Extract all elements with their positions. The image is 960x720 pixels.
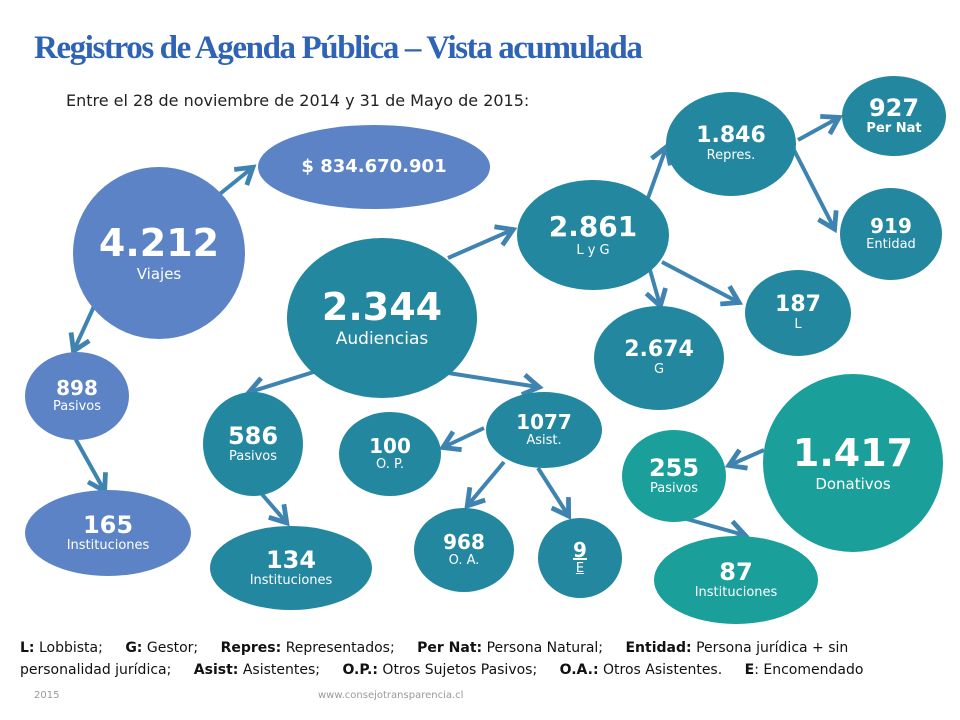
lobbista-value: 187 — [775, 292, 821, 318]
audiencias-instituciones-label: Instituciones — [249, 573, 333, 589]
arrow-lyg-gestor — [644, 269, 668, 311]
legend-item: L: Lobbista; — [20, 640, 103, 656]
audiencias-node: 2.344 Audiencias — [287, 238, 477, 398]
otros-pasivos-value: 100 — [369, 434, 411, 459]
legend-item: O.P.: Otros Sujetos Pasivos; — [342, 662, 538, 678]
donativos-node: 1.417 Donativos — [763, 374, 943, 552]
arrow-repres-pernat — [797, 113, 844, 142]
arrow-audiencias-lyg — [447, 224, 518, 260]
arrow-audiencias-asist — [441, 370, 544, 397]
representados-node: 1.846 Repres. — [666, 92, 796, 196]
arrow-repres-entidad — [792, 149, 839, 234]
budget-total-node: $ 834.670.901 — [258, 125, 490, 209]
viajes-pasivos-value: 898 — [56, 376, 98, 401]
footer-url[interactable]: www.consejotransparencia.cl — [318, 690, 464, 701]
viajes-instituciones-value: 165 — [82, 511, 134, 539]
lyg-value: 2.861 — [548, 209, 638, 243]
arrow-audiencias-pasivos — [244, 368, 321, 400]
persona-natural-node: 927 Per Nat — [842, 76, 946, 156]
arrow-viajes-pasivos — [68, 301, 98, 356]
donativos-value: 1.417 — [792, 431, 914, 476]
donativos-instituciones-label: Instituciones — [694, 585, 778, 601]
arrow-lyg-lobbista — [661, 260, 744, 307]
legend-item: G: Gestor; — [125, 640, 199, 656]
arrow-donativos-pasivos — [724, 448, 765, 471]
persona-natural-value: 927 — [868, 94, 920, 122]
asistentes-node: 1077 Asist. — [486, 392, 602, 468]
otros-asistentes-node: 968 O. A. — [414, 508, 514, 592]
arrow-pasivos-inst-viajes — [73, 437, 108, 496]
viajes-pasivos-label: Pasivos — [52, 399, 102, 415]
arrow-asist-encom — [536, 466, 572, 520]
encomendado-label: E — [575, 561, 585, 577]
gestor-node: 2.674 G — [594, 306, 724, 410]
lobbista-node: 187 L — [745, 270, 851, 356]
donativos-pasivos-label: Pasivos — [649, 481, 699, 497]
encomendado-value: 9 — [573, 538, 587, 563]
representados-label: Repres. — [706, 148, 756, 164]
otros-pasivos-node: 100 O. P. — [339, 412, 441, 496]
entidad-node: 919 Entidad — [840, 188, 942, 280]
arrow-asist-op — [438, 426, 485, 453]
gestor-label: G — [653, 362, 665, 378]
donativos-instituciones-node: 87 Instituciones — [654, 536, 818, 624]
viajes-instituciones-label: Instituciones — [66, 538, 150, 554]
otros-pasivos-label: O. P. — [376, 457, 404, 473]
entidad-value: 919 — [870, 214, 912, 239]
gestor-value: 2.674 — [624, 337, 694, 363]
representados-value: 1.846 — [696, 123, 766, 149]
viajes-instituciones-node: 165 Instituciones — [25, 490, 191, 576]
legend-item: Per Nat: Persona Natural; — [417, 640, 604, 656]
lobbista-label: L — [794, 317, 802, 333]
page-title: Registros de Agenda Pública – Vista acum… — [34, 30, 643, 66]
budget-total-value: $ 834.670.901 — [301, 156, 447, 178]
audiencias-value: 2.344 — [321, 284, 443, 329]
date-range-subtitle: Entre el 28 de noviembre de 2014 y 31 de… — [66, 91, 530, 110]
audiencias-label: Audiencias — [335, 328, 429, 349]
encomendado-node: 9 E — [538, 518, 622, 598]
asistentes-value: 1077 — [516, 410, 572, 435]
viajes-pasivos-node: 898 Pasivos — [25, 352, 129, 440]
otros-asistentes-value: 968 — [443, 530, 485, 555]
legend-item: E: Encomendado — [744, 662, 864, 678]
viajes-node: 4.212 Viajes — [73, 167, 245, 339]
asistentes-label: Asist. — [526, 433, 562, 449]
legend-item: O.A.: Otros Asistentes. — [559, 662, 723, 678]
audiencias-instituciones-node: 134 Instituciones — [210, 526, 372, 610]
audiencias-pasivos-value: 586 — [227, 422, 279, 450]
viajes-value: 4.212 — [98, 221, 220, 266]
lyg-label: L y G — [576, 242, 610, 258]
abbreviation-legend: L: Lobbista; G: Gestor; Repres: Represen… — [20, 637, 940, 681]
viajes-label: Viajes — [136, 264, 182, 283]
legend-item: Repres: Representados; — [220, 640, 395, 656]
audiencias-pasivos-label: Pasivos — [228, 449, 278, 465]
audiencias-pasivos-node: 586 Pasivos — [203, 392, 303, 496]
persona-natural-label: Per Nat — [866, 121, 922, 137]
arrow-asist-oa — [464, 460, 506, 510]
legend-item: Asist: Asistentes; — [193, 662, 320, 678]
otros-asistentes-label: O. A. — [448, 553, 480, 569]
entidad-label: Entidad — [866, 237, 916, 253]
footer-year: 2015 — [34, 690, 60, 701]
donativos-instituciones-value: 87 — [719, 558, 753, 586]
lyg-node: 2.861 L y G — [517, 180, 669, 290]
legend-item: Entidad: Persona jurídica + sin personal… — [20, 640, 849, 678]
donativos-pasivos-node: 255 Pasivos — [622, 430, 726, 522]
donativos-pasivos-value: 255 — [648, 454, 700, 482]
arrow-lyg-repres — [646, 142, 673, 199]
donativos-label: Donativos — [815, 474, 891, 493]
audiencias-instituciones-value: 134 — [265, 546, 317, 574]
